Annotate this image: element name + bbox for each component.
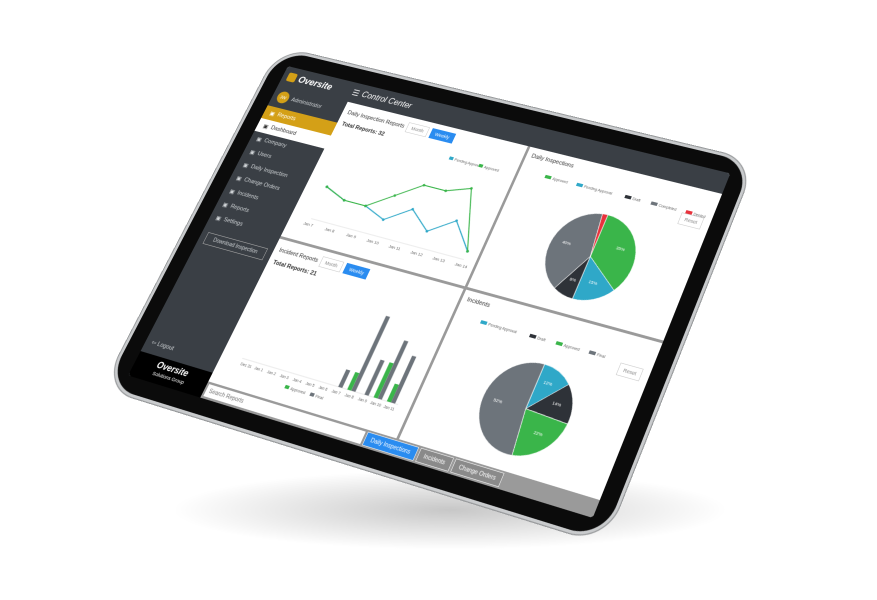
legend-label: Completed (658, 203, 678, 212)
legend-label: Denied (692, 212, 706, 219)
report-icon: ▣ (268, 110, 277, 118)
incidents-panel: Incidents Reset Pending Approval Draft App… (398, 289, 663, 501)
sidebar-item-label: Settings (222, 216, 245, 228)
legend-swatch (650, 201, 658, 206)
chart-icon: ▣ (221, 201, 230, 209)
data-point (465, 249, 470, 253)
legend-label: Pending Approval (487, 322, 518, 334)
screen: Oversite ☰ Control Center JW Administrato… (127, 66, 731, 518)
warning-icon: ▣ (228, 188, 237, 196)
x-tick-label: Dec 31 (240, 361, 253, 369)
slice-label: 15% (587, 279, 598, 287)
document-icon: ▣ (234, 174, 243, 183)
legend-swatch (528, 333, 537, 339)
data-point (454, 219, 459, 223)
x-tick-label: Jan 4 (292, 377, 303, 384)
pie-chart: Approved Pending Approval Draft Completed De… (475, 174, 706, 333)
sidebar-item-label: Reports (276, 111, 297, 122)
weekly-toggle[interactable]: Weekly (428, 128, 457, 144)
logout-label: Logout (155, 340, 176, 352)
slice-label: 12% (543, 378, 555, 386)
user-name: Administrator (289, 96, 323, 110)
legend-swatch (555, 340, 563, 346)
logout-link[interactable]: ⇦ Logout (150, 339, 176, 352)
tablet-device: Oversite ☰ Control Center JW Administrato… (105, 50, 752, 540)
legend-label: Pending Approval (583, 184, 613, 195)
x-tick-label: Jan 1 (254, 366, 265, 373)
x-tick-label: Jan 6 (318, 385, 329, 392)
avatar: JW (274, 90, 292, 105)
sidebar-item-label: Reports (229, 202, 251, 214)
sidebar-item-label: Incidents (236, 189, 260, 202)
x-tick-label: Jan 3 (279, 373, 290, 380)
dashboard-icon: ▣ (261, 123, 270, 131)
slice-label: 8% (568, 276, 577, 283)
legend-swatch (479, 319, 488, 325)
legend-label: Pending Approval (454, 158, 483, 169)
x-tick-label: Jan 9 (357, 396, 368, 403)
slice-label: 22% (533, 429, 545, 438)
x-tick-label: Jan 12 (410, 249, 424, 258)
sidebar-item-label: Users (256, 150, 273, 160)
legend-swatch (575, 182, 584, 188)
month-toggle[interactable]: Month (404, 122, 431, 138)
legend-swatch (588, 349, 597, 356)
x-tick-label: Jan 7 (331, 389, 342, 396)
slice-label: 14% (551, 399, 563, 407)
x-tick-label: Jan 2 (266, 369, 277, 376)
clipboard-icon: ▣ (241, 161, 250, 169)
brand-footer: Oversite Solutions Group (127, 351, 213, 398)
daily-reports-panel: Daily Inspection Reports Month Weekly Tota… (280, 101, 528, 286)
weekly-toggle[interactable]: Weekly (342, 262, 371, 280)
slice-label: 40% (561, 239, 572, 247)
legend-label: Final (314, 394, 324, 401)
x-tick-label: Jan 14 (454, 261, 469, 270)
bar (338, 369, 351, 388)
data-point (392, 193, 397, 198)
legend-label: Draft (536, 335, 546, 342)
slice-label: 52% (492, 396, 504, 404)
legend-label: Approved (551, 177, 568, 185)
incident-reports-panel: Incident Reports Month Weekly Total Report… (208, 238, 464, 439)
x-tick-label: Jan 13 (432, 255, 446, 264)
legend-label: Approved (289, 386, 306, 395)
building-icon: ▣ (255, 135, 263, 143)
data-point (422, 183, 426, 187)
x-tick-label: Jan 8 (324, 226, 336, 234)
x-tick-label: Jan 10 (369, 400, 382, 408)
legend-label: Approved (483, 165, 500, 173)
x-tick-label: Jan 7 (303, 220, 315, 228)
daily-inspections-panel: Daily Inspections Reset Approved Pending … (467, 146, 723, 341)
x-tick-label: Jan 5 (305, 381, 316, 388)
data-point (443, 189, 448, 193)
line-chart: Jan 7 Jan 8 Jan 9 Jan 10 Jan 11 Jan 12 Jan 13 J… (303, 127, 500, 270)
series-line (315, 155, 493, 251)
legend-swatch (544, 174, 552, 180)
data-point (469, 186, 474, 190)
x-tick-label: Jan 9 (345, 232, 357, 240)
legend-label: Final (596, 352, 606, 359)
pie-chart: Pending Approval Draft Approved Final 12% 14%… (407, 319, 606, 492)
legend-swatch (624, 194, 632, 200)
slice-label: 35% (615, 245, 626, 253)
legend-label: Draft (631, 197, 641, 203)
x-tick-label: Jan 11 (383, 404, 396, 412)
gear-icon: ▣ (214, 214, 223, 223)
month-toggle[interactable]: Month (318, 256, 345, 273)
x-tick-label: Jan 8 (344, 392, 355, 399)
legend-label: Approved (563, 343, 581, 352)
users-icon: ▣ (248, 148, 257, 156)
x-tick-label: Jan 10 (366, 237, 380, 245)
x-tick-label: Jan 11 (388, 243, 402, 251)
dashboard-grid: Daily Inspection Reports Month Weekly Tota… (208, 101, 723, 501)
